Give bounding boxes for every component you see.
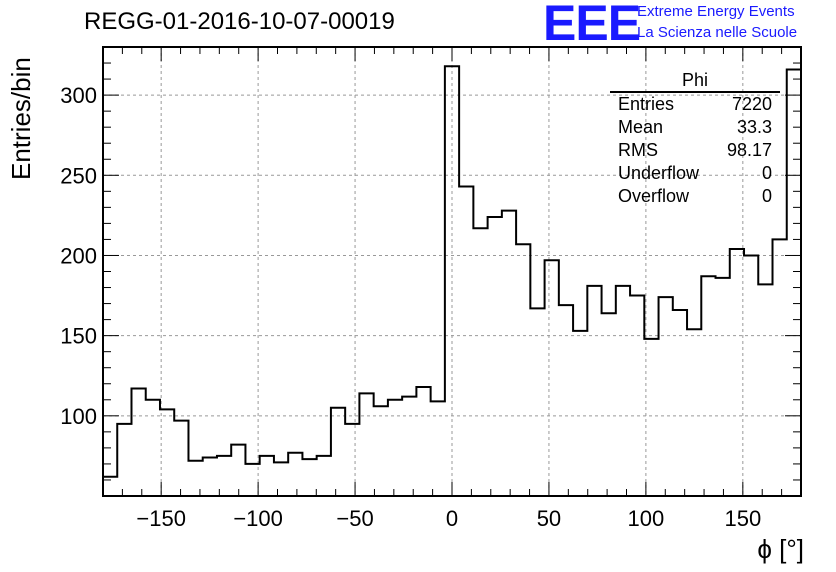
stats-box: Phi Entries 7220 Mean 33.3 RMS 98.17 Underflow… xyxy=(610,70,780,208)
x-tick-label: −100 xyxy=(233,506,283,531)
x-tick-label: 150 xyxy=(724,506,761,531)
plot-frame xyxy=(102,46,802,497)
stats-label: Underflow xyxy=(618,163,700,183)
stats-value: 0 xyxy=(761,163,772,183)
stats-value: 33.3 xyxy=(736,117,772,137)
y-tick-label: 150 xyxy=(60,324,97,349)
x-tick-label: −50 xyxy=(336,506,373,531)
y-tick-label: 300 xyxy=(60,83,97,108)
x-tick-label: 50 xyxy=(537,506,561,531)
logo-line-2: La Scienza nelle Scuole xyxy=(637,24,798,41)
x-tick-label: −150 xyxy=(136,506,186,531)
histogram-line xyxy=(103,65,801,478)
eee-logo: EEE xyxy=(543,0,641,51)
y-tick-label: 100 xyxy=(60,404,97,429)
stats-row-mean: Mean 33.3 xyxy=(610,116,780,139)
stats-row-rms: RMS 98.17 xyxy=(610,139,780,162)
stats-label: RMS xyxy=(618,140,658,160)
stats-label: Entries xyxy=(618,94,675,114)
stats-row-underflow: Underflow 0 xyxy=(610,162,780,185)
stats-value: 0 xyxy=(761,186,772,206)
stats-value: 7220 xyxy=(731,94,772,114)
logo-line-1: Extreme Energy Events xyxy=(637,3,795,20)
x-axis-label: ϕ [°] xyxy=(757,534,804,564)
stats-value: 98.17 xyxy=(726,140,772,160)
y-tick-label: 200 xyxy=(60,243,97,268)
stats-label: Overflow xyxy=(618,186,690,206)
stats-label: Mean xyxy=(618,117,664,137)
x-tick-label: 100 xyxy=(628,506,665,531)
stats-row-entries: Entries 7220 xyxy=(610,93,780,116)
stats-row-overflow: Overflow 0 xyxy=(610,185,780,208)
stats-title: Phi xyxy=(610,70,780,93)
y-axis-label: Entries/bin xyxy=(6,57,36,180)
plot-title: REGG-01-2016-10-07-00019 xyxy=(84,8,395,35)
y-tick-label: 250 xyxy=(60,163,97,188)
x-tick-label: 0 xyxy=(446,506,458,531)
